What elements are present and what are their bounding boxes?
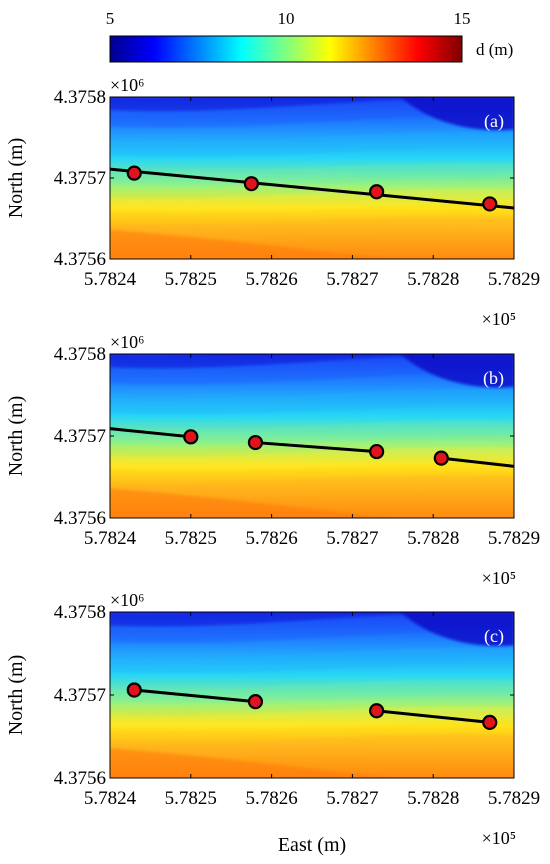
colorbar-tick-label: 10 xyxy=(278,9,295,28)
x-tick-label: 5.7829 xyxy=(488,528,540,549)
x-tick-label: 5.7824 xyxy=(84,269,137,290)
colorbar-tick-label: 5 xyxy=(106,9,115,28)
contour-band xyxy=(110,488,393,518)
colorbar-tick-label: 15 xyxy=(454,9,471,28)
x-tick-label: 5.7828 xyxy=(407,528,459,549)
contour-band xyxy=(110,132,514,157)
y-tick-label: 4.3756 xyxy=(54,249,106,270)
y-tick-label: 4.3757 xyxy=(54,426,106,447)
panel-2: 5.7824 5.7825 5.7826 5.7827 5.7828 5.7829 4.37… xyxy=(5,332,540,588)
x-tick-label: 5.7825 xyxy=(165,788,217,809)
x-tick-label: 5.7829 xyxy=(488,269,540,290)
contour-band xyxy=(110,389,514,415)
panels: 5.7824 5.7825 5.7826 5.7827 5.7828 5.7829 4.37… xyxy=(5,75,540,856)
data-point xyxy=(369,703,385,719)
x-tick-label: 5.7828 xyxy=(407,788,459,809)
contour-band xyxy=(110,446,514,471)
y-tick-label: 4.3757 xyxy=(54,168,106,189)
series-line xyxy=(375,709,492,724)
x-axis-label: East (m) xyxy=(278,834,346,856)
contour-field xyxy=(110,354,514,518)
x-tick-label: 5.7825 xyxy=(165,528,217,549)
contour-band xyxy=(110,474,514,498)
x-tick-label: 5.7824 xyxy=(84,528,137,549)
panel-3: 5.7824 5.7825 5.7826 5.7827 5.7828 5.7829 4.37… xyxy=(5,590,540,856)
data-point xyxy=(369,443,385,460)
series-lines xyxy=(110,167,514,210)
panel-1: 5.7824 5.7825 5.7826 5.7827 5.7828 5.7829 4.37… xyxy=(5,75,540,329)
x-tick-label: 5.7827 xyxy=(326,788,378,809)
data-point xyxy=(482,714,498,730)
series-line xyxy=(110,167,514,210)
contour-band xyxy=(110,162,514,187)
x-tick-label: 5.7824 xyxy=(84,788,137,809)
colorbar: 5 10 15 d (m) xyxy=(106,9,513,63)
contour-band xyxy=(110,748,393,778)
panel-label: (b) xyxy=(483,368,504,389)
panel-label: (c) xyxy=(484,626,504,647)
y-exponent: ×10⁶ xyxy=(110,75,144,95)
contour-pocket xyxy=(400,612,514,646)
data-point xyxy=(126,165,142,181)
x-tick-label: 5.7826 xyxy=(245,528,297,549)
data-point xyxy=(433,450,449,466)
y-exponent: ×10⁶ xyxy=(110,590,144,610)
x-tick-label: 5.7829 xyxy=(488,788,540,809)
series-line xyxy=(253,441,379,454)
contour-band xyxy=(110,229,393,259)
series-lines xyxy=(132,688,492,724)
contour-band xyxy=(110,188,514,213)
x-exponent: ×10⁵ xyxy=(482,309,516,329)
data-point xyxy=(482,196,498,212)
contour-band xyxy=(110,99,514,128)
contour-field xyxy=(110,97,514,259)
contour-band xyxy=(110,216,514,239)
contour-band xyxy=(110,647,514,674)
y-exponent: ×10⁶ xyxy=(110,332,144,352)
x-tick-label: 5.7826 xyxy=(245,788,297,809)
y-tick-label: 4.3758 xyxy=(54,602,106,623)
x-tick-label: 5.7826 xyxy=(245,269,297,290)
x-tick-label: 5.7828 xyxy=(407,269,459,290)
series-line xyxy=(132,688,257,704)
data-point xyxy=(183,429,199,445)
contour-band xyxy=(110,356,514,385)
x-tick-label: 5.7827 xyxy=(326,269,378,290)
contour-pocket xyxy=(400,354,514,388)
series-line xyxy=(439,456,514,468)
y-tick-label: 4.3758 xyxy=(54,344,106,365)
panel-label: (a) xyxy=(484,111,504,132)
y-tick-label: 4.3758 xyxy=(54,87,106,108)
contour-band xyxy=(110,706,514,731)
contour-band xyxy=(110,420,514,445)
contour-field xyxy=(110,612,514,778)
data-point xyxy=(126,682,142,698)
contour-pocket xyxy=(400,97,514,131)
data-point xyxy=(247,694,264,710)
x-tick-label: 5.7827 xyxy=(326,528,378,549)
y-tick-label: 4.3756 xyxy=(54,768,106,789)
x-exponent: ×10⁵ xyxy=(482,568,516,588)
y-axis-label: North (m) xyxy=(5,655,27,736)
colorbar-label: d (m) xyxy=(476,40,513,59)
data-point xyxy=(369,184,385,200)
y-tick-label: 4.3756 xyxy=(54,508,106,529)
data-point xyxy=(247,434,264,451)
contour-band xyxy=(110,614,514,644)
data-point xyxy=(243,176,259,192)
y-axis-label: North (m) xyxy=(5,396,27,477)
y-axis-label: North (m) xyxy=(5,138,27,219)
y-tick-label: 4.3757 xyxy=(54,685,106,706)
x-tick-label: 5.7825 xyxy=(165,269,217,290)
x-exponent: ×10⁵ xyxy=(482,828,516,848)
contour-band xyxy=(110,734,514,757)
series-line xyxy=(110,427,193,439)
colorbar-bar xyxy=(109,35,463,63)
series-lines xyxy=(110,427,514,468)
